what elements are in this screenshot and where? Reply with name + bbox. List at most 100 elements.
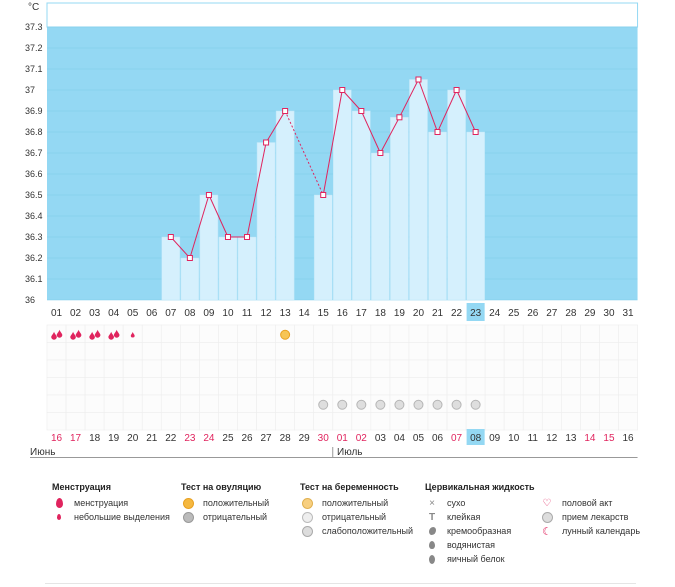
cycle-day-label: 04 [394, 433, 406, 444]
cycle-day-label: 26 [241, 433, 253, 444]
day-label: 29 [584, 308, 596, 319]
symptom-cell [332, 324, 353, 343]
y-tick-label: 36.8 [25, 127, 43, 137]
pregnancy-positive-icon [300, 497, 314, 509]
symptom-cell [180, 342, 200, 361]
legend-item-egg-white: яичный белок [425, 552, 535, 566]
symptom-cell [199, 377, 219, 396]
symptom-cell [122, 412, 143, 431]
symptom-cell [580, 359, 600, 378]
temp-line [170, 236, 191, 259]
symptom-cell [180, 359, 200, 378]
legend-menstruation: Менструация менструация небольшие выделе… [52, 482, 170, 524]
legend-other: ♡ половой акт прием лекарств ☾ лунный ка… [540, 482, 640, 538]
menstruation-drop-icon [89, 331, 95, 340]
symptom-cell [370, 412, 391, 431]
symptom-cell [389, 359, 410, 378]
symptom-cell [65, 394, 86, 413]
legend-ovulation: Тест на овуляцию положительный отрицател… [181, 482, 269, 524]
legend-item-ovulation-positive: положительный [181, 496, 269, 510]
symptom-cell [122, 377, 143, 396]
cycle-day-label: 27 [261, 433, 273, 444]
symptom-cell [389, 342, 410, 361]
temp-point-day-19 [396, 114, 403, 121]
symptom-cell [237, 324, 257, 343]
cycle-day-label: 07 [451, 433, 463, 444]
symptom-cell [599, 359, 619, 378]
symptom-cell [65, 359, 86, 378]
symptom-cell [351, 342, 372, 361]
temp-line [189, 194, 210, 259]
temp-line [246, 142, 267, 238]
cycle-day-label: 08 [470, 433, 482, 444]
cycle-day-label: 09 [489, 433, 501, 444]
symptom-cell [484, 377, 505, 396]
symptom-cell [484, 342, 505, 361]
symptom-cell [65, 342, 86, 361]
symptom-cell [580, 342, 600, 361]
y-tick-label: 37 [25, 85, 35, 95]
symptom-cell [446, 412, 467, 431]
today-highlight [466, 303, 485, 321]
symptom-cell [46, 394, 67, 413]
symptom-cell [294, 324, 315, 343]
y-tick-label: 36.2 [25, 253, 43, 263]
symptom-cell [465, 342, 486, 361]
symptom-cell [351, 324, 372, 343]
day-label: 22 [451, 308, 463, 319]
cycle-day-label: 15 [603, 433, 615, 444]
symptom-cell [103, 324, 124, 343]
symptom-cell [141, 412, 162, 431]
symptom-cell [599, 394, 619, 413]
symptom-cell [389, 324, 410, 343]
temp-line [265, 110, 286, 143]
symptom-cell [84, 394, 105, 413]
symptom-cell [103, 412, 124, 431]
symptom-cell [122, 359, 143, 378]
heart-icon: ♡ [542, 497, 552, 509]
symptom-cell [522, 377, 543, 396]
pregnancy-faint-icon [375, 399, 386, 410]
temp-bar-day-16 [333, 89, 352, 301]
cycle-day-label: 16 [51, 433, 63, 444]
menstruation-drop-icon [70, 331, 76, 340]
day-label: 01 [51, 308, 63, 319]
symptom-cell [218, 359, 238, 378]
symptom-cell [351, 412, 372, 431]
temp-point-day-15 [320, 192, 327, 198]
symptom-cell [160, 324, 181, 343]
cycle-day-label: 23 [184, 433, 196, 444]
day-label: 06 [146, 308, 158, 319]
symptom-cell [351, 359, 372, 378]
symptom-cell [541, 324, 562, 343]
temp-bar-day-10 [218, 236, 238, 301]
pregnancy-faint-icon [300, 525, 314, 537]
symptom-cell [503, 377, 524, 396]
symptom-cell [503, 342, 524, 361]
symptom-cell [408, 342, 429, 361]
symptom-cell [503, 412, 524, 431]
symptom-cell [84, 377, 105, 396]
symptom-cell [408, 412, 429, 431]
temp-line [360, 110, 381, 154]
pregnancy-faint-icon [451, 399, 462, 410]
symptom-cell [141, 324, 162, 343]
y-tick-label: 36.6 [25, 169, 43, 179]
symptom-cell [618, 394, 638, 413]
symptom-cell [294, 359, 315, 378]
legend-item-creamy: кремообразная [425, 524, 535, 538]
symptom-cell [237, 377, 257, 396]
symptom-cell [427, 324, 448, 343]
day-label: 20 [413, 308, 425, 319]
day-label: 27 [546, 308, 558, 319]
symptom-cell [103, 377, 124, 396]
temp-point-day-13 [282, 108, 289, 114]
symptom-cell [199, 324, 219, 343]
symptom-cell [218, 377, 238, 396]
y-tick-label: 36.3 [25, 232, 43, 242]
y-tick-label: 36 [25, 295, 35, 305]
symptom-cell [141, 359, 162, 378]
temp-point-day-21 [434, 129, 441, 135]
symptom-cell [160, 359, 181, 378]
symptom-cell [503, 394, 524, 413]
